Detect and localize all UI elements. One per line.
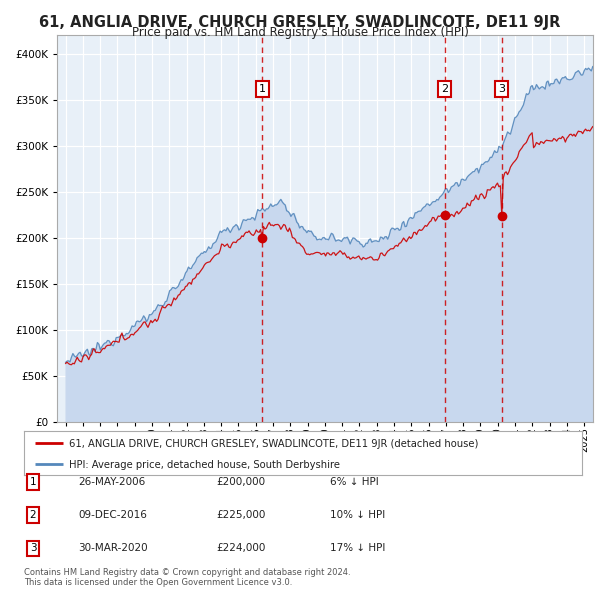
Text: 1: 1 [29, 477, 37, 487]
Text: 17% ↓ HPI: 17% ↓ HPI [330, 543, 385, 553]
Text: 6% ↓ HPI: 6% ↓ HPI [330, 477, 379, 487]
Text: 26-MAY-2006: 26-MAY-2006 [78, 477, 145, 487]
Text: 2: 2 [29, 510, 37, 520]
Text: 30-MAR-2020: 30-MAR-2020 [78, 543, 148, 553]
Text: Price paid vs. HM Land Registry's House Price Index (HPI): Price paid vs. HM Land Registry's House … [131, 26, 469, 39]
Text: Contains HM Land Registry data © Crown copyright and database right 2024.
This d: Contains HM Land Registry data © Crown c… [24, 568, 350, 587]
Text: 09-DEC-2016: 09-DEC-2016 [78, 510, 147, 520]
Text: £225,000: £225,000 [216, 510, 265, 520]
Text: 61, ANGLIA DRIVE, CHURCH GRESLEY, SWADLINCOTE, DE11 9JR: 61, ANGLIA DRIVE, CHURCH GRESLEY, SWADLI… [40, 15, 560, 30]
Text: £200,000: £200,000 [216, 477, 265, 487]
Text: 3: 3 [29, 543, 37, 553]
Text: 1: 1 [259, 84, 266, 94]
Text: £224,000: £224,000 [216, 543, 265, 553]
Text: HPI: Average price, detached house, South Derbyshire: HPI: Average price, detached house, Sout… [68, 460, 340, 470]
Text: 3: 3 [499, 84, 505, 94]
Text: 10% ↓ HPI: 10% ↓ HPI [330, 510, 385, 520]
Text: 61, ANGLIA DRIVE, CHURCH GRESLEY, SWADLINCOTE, DE11 9JR (detached house): 61, ANGLIA DRIVE, CHURCH GRESLEY, SWADLI… [68, 439, 478, 449]
Text: 2: 2 [441, 84, 448, 94]
